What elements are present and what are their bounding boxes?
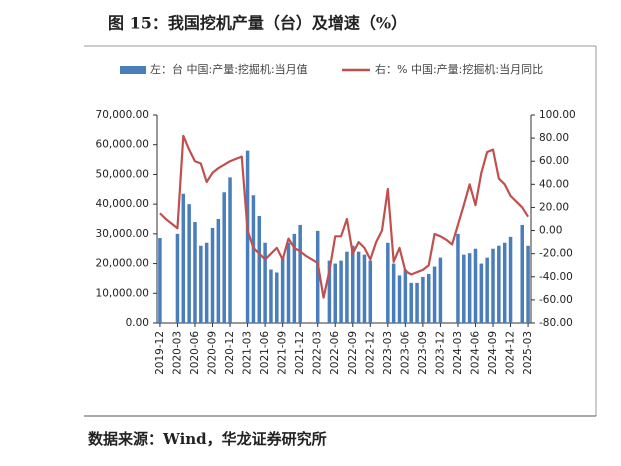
- y2-tick-label: -40.00: [539, 271, 573, 283]
- x-tick-label: 2023-09: [417, 331, 429, 375]
- x-tick-label: 2019-12: [154, 331, 166, 375]
- bar: [438, 257, 443, 323]
- bar: [508, 236, 513, 323]
- bar: [257, 216, 262, 323]
- bar: [315, 230, 320, 323]
- y2-tick-label: 100.00: [539, 109, 576, 121]
- x-tick-label: 2021-03: [242, 331, 254, 375]
- y2-tick-label: 0.00: [539, 225, 562, 237]
- bar: [269, 269, 273, 323]
- bar: [386, 242, 390, 323]
- bar: [467, 253, 472, 323]
- x-tick-label: 2023-06: [399, 331, 411, 375]
- bar: [333, 263, 337, 323]
- x-tick-label: 2022-12: [364, 331, 376, 375]
- bar: [298, 224, 302, 323]
- x-tick-label: 2021-09: [277, 331, 289, 375]
- bar: [251, 195, 256, 323]
- bar: [520, 224, 524, 323]
- y2-tick-label: 60.00: [539, 155, 569, 167]
- bar: [228, 177, 232, 323]
- y-tick-label: 30,000.00: [96, 228, 149, 240]
- bar: [356, 251, 361, 323]
- bar: [409, 282, 413, 323]
- x-tick-label: 2021-12: [294, 331, 306, 375]
- bar: [368, 260, 373, 323]
- x-tick-label: 2024-12: [505, 331, 517, 375]
- bar: [286, 242, 291, 323]
- bar: [187, 204, 191, 323]
- bar: [327, 260, 332, 323]
- bar: [339, 260, 343, 323]
- bar: [456, 233, 460, 323]
- bar: [158, 238, 162, 323]
- y-tick-label: 60,000.00: [96, 139, 149, 151]
- bar: [362, 254, 367, 323]
- chart-title: 图 15：我国挖机产量（台）及增速（%）: [108, 14, 407, 33]
- bar: [175, 233, 180, 323]
- bar: [473, 248, 478, 323]
- y2-tick-label: 40.00: [539, 178, 569, 190]
- y-tick-label: 0.00: [126, 317, 149, 329]
- bar: [351, 245, 355, 323]
- x-tick-label: 2020-06: [189, 331, 201, 375]
- bar: [415, 282, 419, 323]
- bar: [491, 248, 495, 323]
- bar: [479, 263, 484, 323]
- legend-label: 右：% 中国:产量:挖掘机:当月同比: [375, 62, 543, 76]
- x-tick-label: 2022-09: [347, 331, 359, 375]
- bar: [222, 192, 226, 323]
- bar: [497, 245, 501, 323]
- bar: [426, 273, 431, 323]
- y-tick-label: 10,000.00: [96, 287, 149, 299]
- bar: [216, 219, 221, 323]
- x-tick-label: 2024-06: [469, 331, 481, 375]
- bar: [204, 242, 209, 323]
- bar: [292, 233, 297, 323]
- bar: [462, 254, 466, 323]
- x-tick-label: 2020-03: [171, 331, 183, 375]
- y2-tick-label: 20.00: [539, 201, 569, 213]
- legend-label: 左：台 中国:产量:挖掘机:当月值: [150, 62, 308, 76]
- x-tick-label: 2024-03: [452, 331, 464, 375]
- bar: [526, 245, 530, 323]
- line: [159, 134, 530, 299]
- bar: [397, 275, 402, 323]
- y-tick-label: 20,000.00: [96, 258, 149, 270]
- bar: [502, 242, 507, 323]
- y2-tick-label: -80.00: [539, 317, 573, 329]
- x-tick-label: 2025-03: [522, 331, 534, 375]
- source: 数据来源：Wind，华龙证券研究所: [88, 430, 327, 448]
- x-tick-label: 2024-09: [487, 331, 499, 375]
- bar: [193, 221, 197, 323]
- bar: [245, 150, 250, 323]
- y2-tick-label: 80.00: [539, 132, 569, 144]
- y2-tick-label: -60.00: [539, 294, 573, 306]
- bar: [403, 269, 408, 323]
- bar: [210, 227, 215, 323]
- bar: [181, 193, 186, 323]
- bar: [485, 257, 489, 323]
- y-tick-label: 40,000.00: [96, 198, 149, 210]
- bar: [263, 242, 267, 323]
- bar: [421, 276, 425, 323]
- x-tick-label: 2022-03: [312, 331, 324, 375]
- y-tick-label: 70,000.00: [96, 109, 149, 121]
- x-tick-label: 2023-12: [434, 331, 446, 375]
- bar: [275, 272, 279, 323]
- y-tick-label: 50,000.00: [96, 168, 149, 180]
- x-tick-label: 2020-12: [224, 331, 236, 375]
- bar: [280, 257, 285, 323]
- bar: [345, 251, 349, 323]
- x-tick-label: 2023-03: [382, 331, 394, 375]
- bar: [391, 263, 396, 323]
- bar: [432, 266, 437, 323]
- y2-tick-label: -20.00: [539, 248, 573, 260]
- bar: [199, 245, 203, 323]
- legend-swatch: [120, 66, 146, 74]
- x-tick-label: 2022-06: [329, 331, 341, 375]
- x-tick-label: 2021-06: [259, 331, 271, 375]
- x-tick-label: 2020-09: [207, 331, 219, 375]
